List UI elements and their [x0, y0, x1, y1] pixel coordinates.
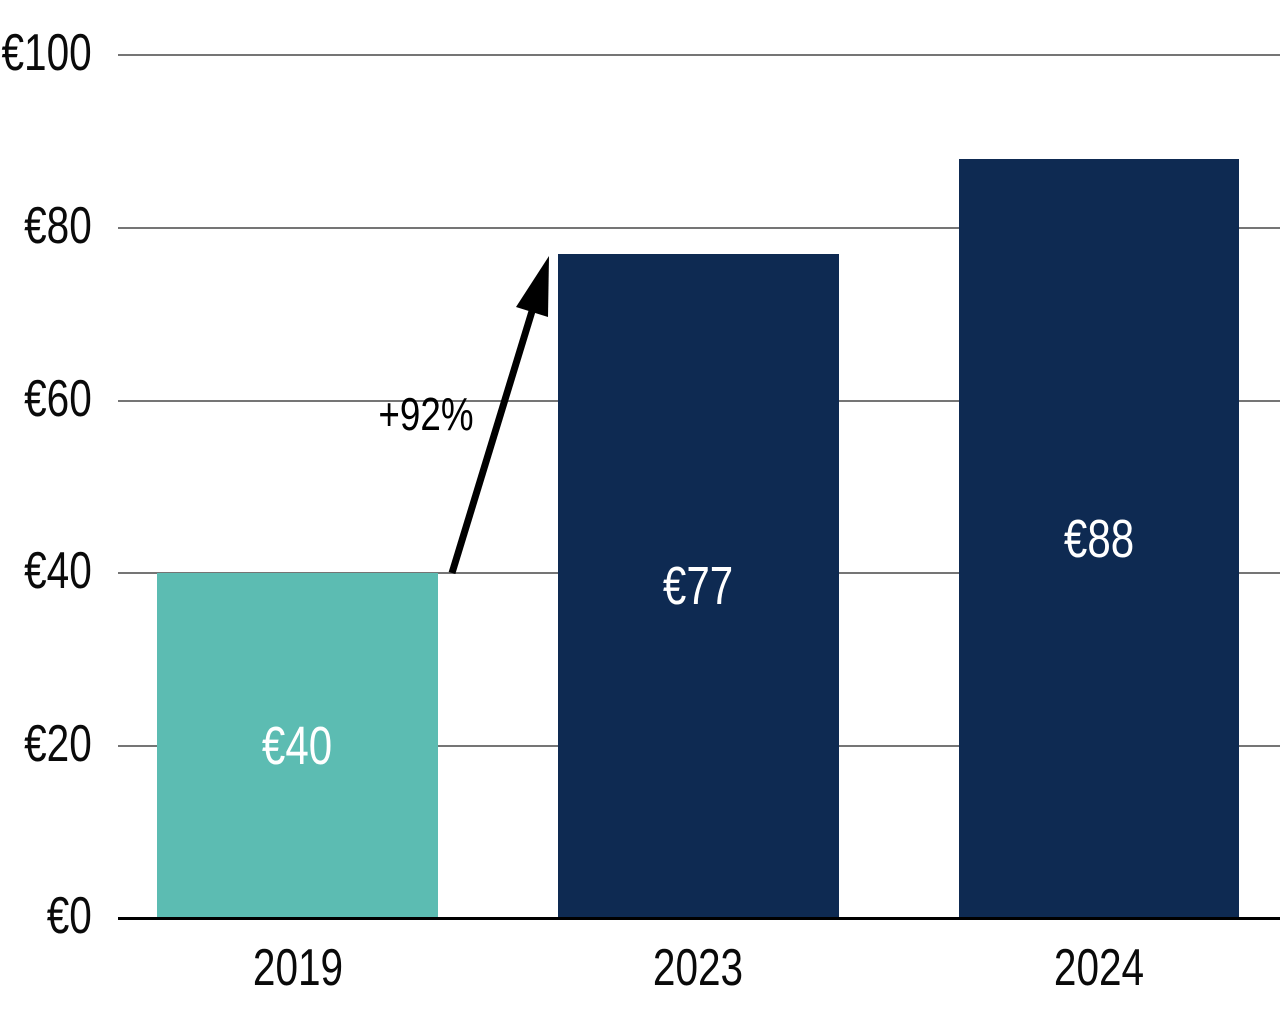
bar-2019: €40	[157, 573, 438, 918]
growth-annotation-label: +92%	[378, 388, 474, 440]
growth-arrow-shaft	[448, 306, 537, 575]
y-axis-tick-label-80: €80	[24, 196, 92, 255]
x-axis-label-2023: 2023	[652, 939, 744, 997]
growth-arrow-head-icon	[516, 256, 549, 317]
y-axis-tick-label-100: €100	[1, 23, 92, 82]
x-axis-label-2019: 2019	[252, 939, 344, 997]
x-axis-label-2024: 2024	[1053, 939, 1145, 997]
y-axis-tick-label-40: €40	[24, 541, 92, 600]
y-axis-tick-label-0: €0	[46, 886, 92, 945]
bar-2023: €77	[558, 254, 839, 918]
y-axis-tick-label-60: €60	[24, 369, 92, 428]
bar-value-label-2023: €77	[663, 556, 734, 616]
bar-value-label-2019: €40	[262, 715, 333, 776]
x-axis-line	[118, 917, 1280, 920]
gridline-80	[118, 227, 1280, 229]
y-axis-tick-label-20: €20	[24, 714, 92, 773]
bar-2024: €88	[959, 159, 1239, 918]
bar-value-label-2024: €88	[1063, 508, 1135, 569]
gridline-100	[118, 54, 1280, 56]
